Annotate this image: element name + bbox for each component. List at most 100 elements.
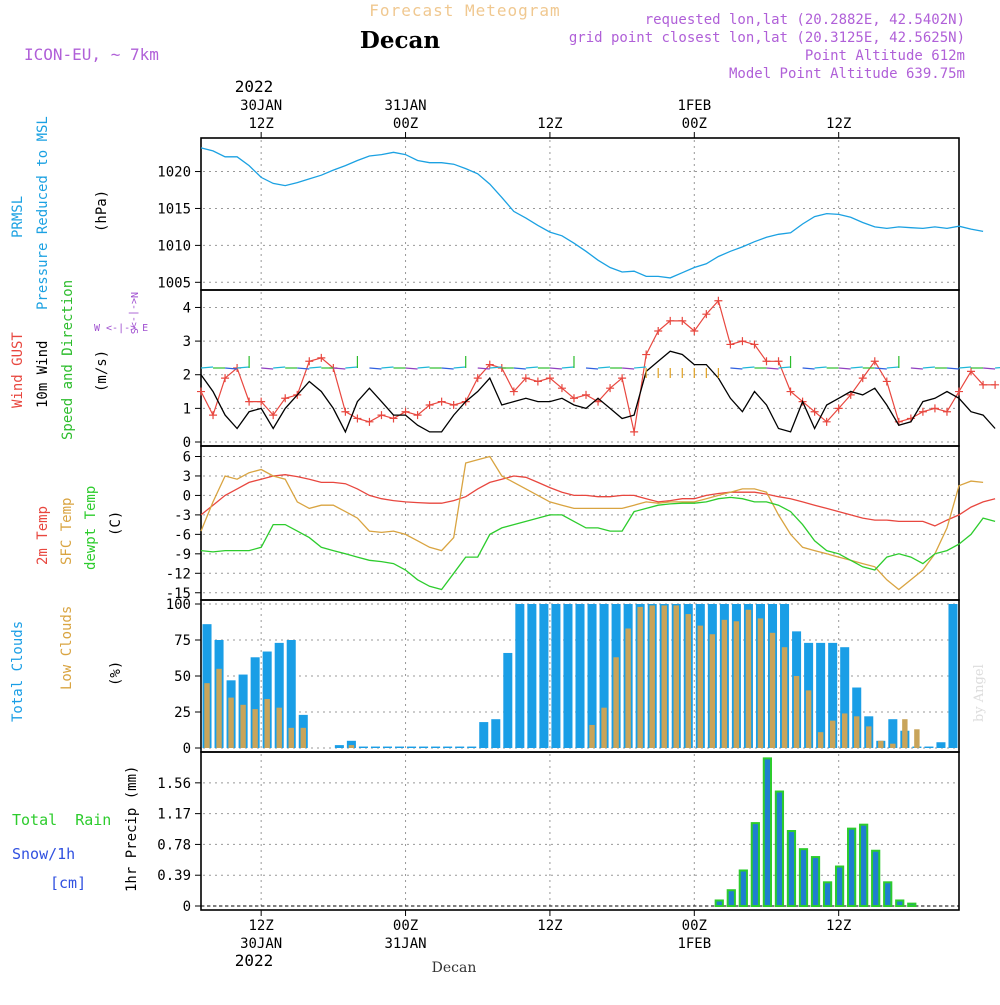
wind-arrow [838, 367, 851, 370]
total-cloud-bar [286, 640, 296, 748]
bottom-hour-label: 12Z [537, 918, 562, 934]
top-hour-label: 12Z [826, 116, 851, 132]
pressure-label-2: Pressure Reduced to MSL [35, 116, 51, 310]
temp-label-2: SFC Temp [59, 498, 75, 565]
low-cloud-bar [649, 605, 655, 748]
precip-bar [859, 823, 869, 907]
y-tick-label: 0.78 [157, 837, 191, 853]
data-marks [197, 147, 1000, 908]
y-tick-label: 1.17 [157, 807, 191, 823]
gust-point [425, 401, 434, 409]
gust-point [197, 387, 205, 396]
gust-point [762, 357, 771, 366]
total-cloud-bar [491, 719, 501, 748]
temp-unit: (C) [108, 511, 124, 536]
top-hour-label: 00Z [682, 116, 707, 132]
dewpt-line [200, 496, 996, 591]
total-cloud-bar [370, 746, 380, 748]
total-cloud-bar [515, 604, 525, 748]
precip-bar [762, 757, 773, 907]
total-cloud-bar [346, 740, 356, 748]
y-tick-label: 4 [183, 300, 191, 316]
pressure-label-1: PRMSL [10, 196, 26, 238]
precip-bar [714, 899, 724, 908]
gust-point [245, 397, 254, 406]
low-cloud-bar [661, 605, 667, 748]
gust-point [918, 407, 927, 416]
low-cloud-bar [890, 743, 896, 748]
wind-arrow [730, 367, 743, 370]
wind-arrow [513, 367, 526, 370]
watermark: by Angel [972, 664, 987, 722]
wind-line [200, 350, 996, 434]
low-cloud-bar [589, 724, 595, 748]
gust-point [389, 414, 398, 423]
gust-point [485, 360, 494, 369]
gust-point [209, 411, 218, 420]
top-hour-label: 12Z [537, 116, 562, 132]
gust-point [774, 357, 783, 366]
low-cloud-bar [300, 727, 306, 748]
low-cloud-bar [204, 683, 210, 748]
total-cloud-bar [888, 719, 898, 748]
y-tick-label: 1.56 [157, 776, 191, 792]
precip-bar [726, 889, 736, 907]
gust-point [606, 384, 615, 393]
gust-point [786, 387, 795, 396]
wind-arrow [874, 367, 887, 370]
total-cloud-bar [539, 604, 549, 748]
low-cloud-bar [805, 690, 812, 748]
total-cloud-bar [274, 642, 284, 748]
gust-point [726, 340, 735, 349]
precip-bar [810, 856, 821, 907]
wind-arrow [489, 366, 502, 369]
gust-point [930, 404, 939, 413]
total-cloud-bar [840, 647, 850, 748]
y-tick-label: 3 [183, 469, 191, 485]
total-cloud-bar [816, 642, 826, 748]
wind-arrow [237, 366, 250, 369]
y-tick-label: 1005 [157, 275, 191, 291]
gust-point [618, 374, 627, 383]
clouds-unit: (%) [108, 661, 124, 686]
wind-arrow [405, 367, 418, 370]
low-cloud-bar [685, 614, 691, 748]
gust-point [822, 417, 831, 426]
grid-lines [203, 140, 957, 908]
gust-point [714, 296, 723, 305]
panel-frame-4 [200, 751, 960, 911]
low-cloud-bar [288, 727, 294, 748]
low-cloud-bar [673, 605, 679, 748]
wind-arrow [369, 367, 382, 370]
wind-arrow [477, 367, 490, 370]
gust-point [533, 377, 542, 386]
low-cloud-bar [769, 632, 776, 748]
precip-bar [895, 899, 905, 908]
pressure-unit: (hPa) [94, 190, 110, 232]
low-cloud-bar [866, 726, 872, 748]
total-cloud-bar [575, 604, 585, 748]
wind-arrow [910, 367, 923, 370]
low-cloud-bar [228, 697, 234, 748]
wind-arrow [585, 367, 599, 370]
gridpoint-coords: grid point closest lon,lat (20.3125E, 42… [569, 30, 965, 46]
low-cloud-bar [733, 621, 740, 748]
total-cloud-bar [382, 746, 393, 748]
wind-arrow [995, 366, 1000, 369]
gust-point [557, 384, 566, 393]
wind-arrow [453, 366, 466, 369]
gust-point [449, 401, 458, 409]
y-tick-label: 0 [183, 435, 191, 451]
bottom-hour-label: 12Z [826, 918, 851, 934]
gust-point [521, 374, 530, 383]
total-cloud-bar [419, 746, 429, 748]
precip-label-1: Total Rain [12, 811, 111, 829]
total-cloud-bar [948, 604, 958, 748]
gust-point [642, 350, 651, 359]
bottom-hour-label: 00Z [682, 918, 707, 934]
gust-point [810, 407, 819, 416]
low-cloud-bar [745, 609, 752, 748]
bottom-hour-label: 00Z [393, 918, 418, 934]
total-cloud-bar [431, 746, 441, 748]
